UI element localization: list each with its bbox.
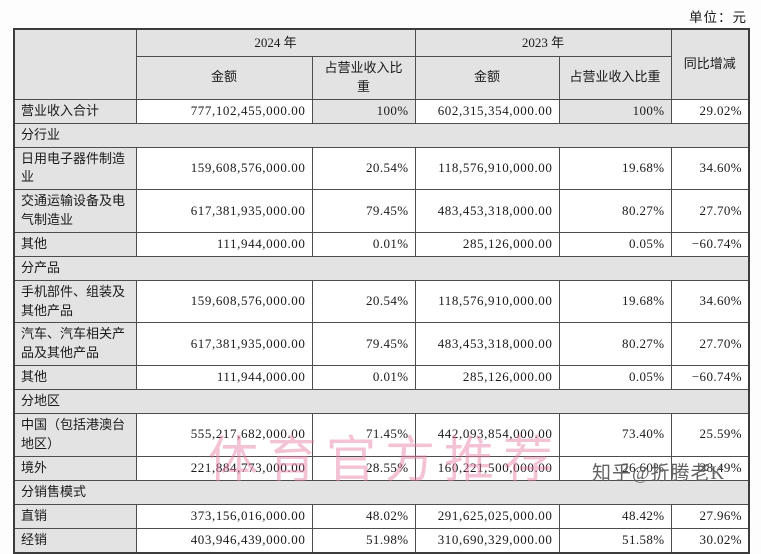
row-label: 直销 xyxy=(13,503,137,529)
section-row: 分产品 xyxy=(13,255,750,281)
share-2023: 0.05% xyxy=(558,231,672,257)
unit-label: 单位：元 xyxy=(689,10,747,25)
section-row: 分地区 xyxy=(13,389,750,414)
year-2023-header: 2023 年 xyxy=(414,28,672,57)
table-row: 经销 403,946,439,000.00 51.98% 310,690,329,00… xyxy=(13,527,750,553)
table-row: 营业收入合计 777,102,455,000.00 100% 602,315,354,… xyxy=(13,98,750,124)
amount-2023: 118,576,910,000.00 xyxy=(414,146,560,191)
share-2024: 71.45% xyxy=(311,412,416,457)
share-2023-header: 占营业收入比重 xyxy=(558,56,672,100)
share-2024: 79.45% xyxy=(311,189,416,233)
amount-2024: 403,946,439,000.00 xyxy=(135,527,313,553)
yoy-change: 34.60% xyxy=(670,146,750,191)
share-2024: 20.54% xyxy=(311,146,416,191)
row-label: 境外 xyxy=(13,455,137,481)
row-label: 其他 xyxy=(13,231,137,257)
share-2023: 73.40% xyxy=(558,412,672,457)
yoy-change: 29.02% xyxy=(670,98,750,124)
table-row: 其他 111,944,000.00 0.01% 285,126,000.00 0.05%… xyxy=(13,365,750,391)
share-2024: 28.55% xyxy=(311,455,416,481)
yoy-header: 同比增减 xyxy=(670,28,750,100)
revenue-breakdown-table: 2024 年 2023 年 同比增减 金额 占营业收入比重 金额 占营业收入比重… xyxy=(13,28,751,554)
amount-2023: 291,625,025,000.00 xyxy=(414,503,560,529)
amount-2023: 310,690,329,000.00 xyxy=(414,527,560,553)
table-row: 中国（包括港澳台地区） 555,217,682,000.00 71.45% 442,0… xyxy=(13,412,750,457)
row-label: 中国（包括港澳台地区） xyxy=(13,412,137,457)
amount-2023: 483,453,318,000.00 xyxy=(414,322,560,367)
table-body: 营业收入合计 777,102,455,000.00 100% 602,315,354,… xyxy=(13,98,750,553)
yoy-change: 38.49% xyxy=(670,455,750,481)
yoy-change: 30.02% xyxy=(670,527,750,553)
share-2023: 19.68% xyxy=(558,146,672,191)
share-2024: 51.98% xyxy=(311,527,416,553)
amount-2023: 118,576,910,000.00 xyxy=(414,279,560,324)
share-2024: 0.01% xyxy=(311,231,416,257)
row-label: 手机部件、组装及其他产品 xyxy=(13,279,137,324)
share-2023: 51.58% xyxy=(558,527,672,553)
table-row: 直销 373,156,016,000.00 48.02% 291,625,025,00… xyxy=(13,503,750,529)
table-row: 交通运输设备及电气制造业 617,381,935,000.00 79.45% 483,… xyxy=(13,189,750,233)
row-label: 日用电子器件制造业 xyxy=(13,146,137,191)
amount-2024-header: 金额 xyxy=(135,56,313,100)
yoy-change: 34.60% xyxy=(670,279,750,324)
row-label: 营业收入合计 xyxy=(13,98,137,124)
amount-2024: 221,884,773,000.00 xyxy=(135,455,313,481)
amount-2023-header: 金额 xyxy=(414,56,560,100)
amount-2023: 285,126,000.00 xyxy=(414,231,560,257)
yoy-change: −60.74% xyxy=(670,365,750,391)
yoy-change: 27.70% xyxy=(670,189,750,233)
section-row: 分行业 xyxy=(13,122,750,148)
section-label: 分地区 xyxy=(13,389,750,414)
section-row: 分销售模式 xyxy=(13,479,750,505)
amount-2023: 483,453,318,000.00 xyxy=(414,189,560,233)
share-2024: 0.01% xyxy=(311,365,416,391)
amount-2023: 602,315,354,000.00 xyxy=(414,98,560,124)
share-2023: 100% xyxy=(558,98,672,124)
share-2024-header: 占营业收入比重 xyxy=(311,56,416,100)
row-label: 汽车、汽车相关产品及其他产品 xyxy=(13,322,137,367)
share-2023: 0.05% xyxy=(558,365,672,391)
share-2024: 48.02% xyxy=(311,503,416,529)
section-label: 分产品 xyxy=(13,255,750,281)
share-2024: 100% xyxy=(311,98,416,124)
amount-2024: 159,608,576,000.00 xyxy=(135,279,313,324)
share-2023: 19.68% xyxy=(558,279,672,324)
amount-2024: 777,102,455,000.00 xyxy=(135,98,313,124)
row-label: 其他 xyxy=(13,365,137,391)
yoy-change: 27.96% xyxy=(670,503,750,529)
table-row: 手机部件、组装及其他产品 159,608,576,000.00 20.54% 118,… xyxy=(13,279,750,324)
section-label: 分行业 xyxy=(13,122,750,148)
corner-header-cell xyxy=(13,28,137,100)
share-2024: 20.54% xyxy=(311,279,416,324)
year-2024-header: 2024 年 xyxy=(135,28,416,57)
amount-2024: 373,156,016,000.00 xyxy=(135,503,313,529)
yoy-change: 25.59% xyxy=(670,412,750,457)
share-2023: 26.60% xyxy=(558,455,672,481)
row-label: 交通运输设备及电气制造业 xyxy=(13,189,137,233)
amount-2024: 111,944,000.00 xyxy=(135,231,313,257)
row-label: 经销 xyxy=(13,527,137,553)
share-2023: 80.27% xyxy=(558,322,672,367)
amount-2024: 617,381,935,000.00 xyxy=(135,189,313,233)
amount-2024: 159,608,576,000.00 xyxy=(135,146,313,191)
amount-2024: 555,217,682,000.00 xyxy=(135,412,313,457)
amount-2023: 442,093,854,000.00 xyxy=(414,412,560,457)
amount-2023: 285,126,000.00 xyxy=(414,365,560,391)
share-2023: 48.42% xyxy=(558,503,672,529)
table-row: 日用电子器件制造业 159,608,576,000.00 20.54% 118,576… xyxy=(13,146,750,191)
table-row: 其他 111,944,000.00 0.01% 285,126,000.00 0.05%… xyxy=(13,231,750,257)
amount-2024: 617,381,935,000.00 xyxy=(135,322,313,367)
amount-2023: 160,221,500,000.00 xyxy=(414,455,560,481)
amount-2024: 111,944,000.00 xyxy=(135,365,313,391)
table-row: 汽车、汽车相关产品及其他产品 617,381,935,000.00 79.45% 48… xyxy=(13,322,750,367)
section-label: 分销售模式 xyxy=(13,479,750,505)
table-row: 境外 221,884,773,000.00 28.55% 160,221,500,00… xyxy=(13,455,750,481)
share-2024: 79.45% xyxy=(311,322,416,367)
yoy-change: 27.70% xyxy=(670,322,750,367)
yoy-change: −60.74% xyxy=(670,231,750,257)
share-2023: 80.27% xyxy=(558,189,672,233)
